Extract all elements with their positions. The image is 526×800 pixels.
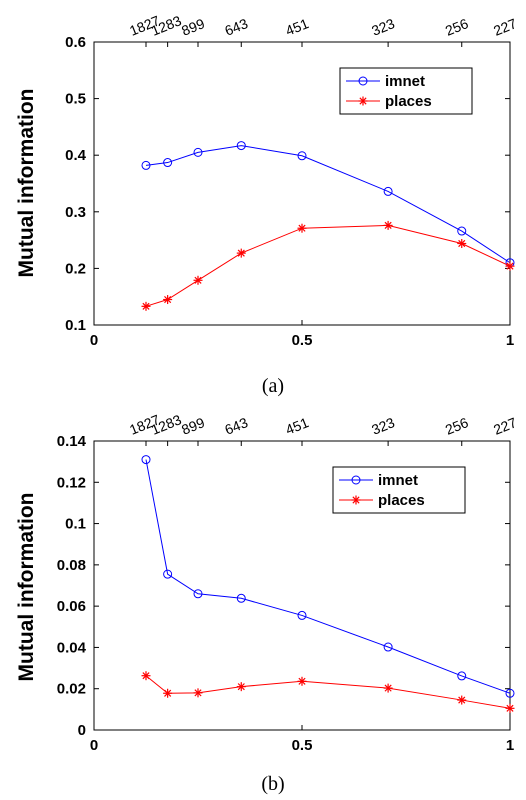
data-point [505, 261, 515, 271]
x-tick-label: 0 [90, 737, 98, 754]
x-tick-label: 0 [90, 332, 98, 349]
top-tick-label: 451 [283, 414, 311, 438]
data-point [505, 703, 515, 713]
data-point [163, 295, 173, 305]
data-point [236, 682, 246, 692]
figure-caption: (b) [261, 773, 284, 795]
y-tick-label: 0.04 [57, 639, 87, 656]
top-tick-label: 256 [443, 15, 471, 39]
x-tick-label: 1 [506, 332, 514, 349]
data-point [297, 610, 307, 620]
series-imnet [141, 141, 515, 268]
y-tick-label: 0.5 [65, 91, 86, 108]
legend-box [332, 466, 466, 514]
y-axis-label: Mutual information [15, 493, 38, 682]
data-point [163, 569, 173, 579]
data-point [351, 495, 361, 505]
data-point [193, 688, 203, 698]
data-point [236, 248, 246, 258]
data-point [457, 671, 467, 681]
legend-entry-label: imnet [385, 73, 425, 90]
top-tick-label: 227 [491, 15, 519, 39]
x-tick-label: 1 [506, 737, 514, 754]
data-point [457, 238, 467, 248]
series-places [141, 671, 515, 713]
x-tick-label: 0.5 [292, 737, 313, 754]
data-point [297, 676, 307, 686]
data-point [383, 220, 393, 230]
data-point [383, 683, 393, 693]
data-point [236, 593, 246, 603]
y-tick-label: 0.1 [65, 317, 86, 334]
y-tick-label: 0.08 [57, 557, 86, 574]
top-tick-label: 227 [491, 414, 519, 438]
data-point [457, 226, 467, 236]
data-point [163, 158, 173, 168]
data-point [193, 147, 203, 157]
legend: imnet places [332, 466, 466, 514]
y-axis-label: Mutual information [15, 89, 38, 278]
data-point [358, 96, 368, 106]
series-line [145, 675, 511, 709]
data-point [297, 151, 307, 161]
chart-b: 00.020.040.060.080.10.120.140 0.5 11827128… [15, 411, 519, 795]
y-tick-label: 0.1 [65, 516, 86, 533]
data-point [383, 642, 393, 652]
y-tick-label: 0.14 [57, 433, 87, 450]
data-point [141, 671, 151, 681]
data-point [351, 475, 361, 485]
y-tick-label: 0.3 [65, 204, 86, 221]
legend-entry-label: imnet [378, 472, 418, 489]
series-line [145, 224, 511, 307]
y-tick-label: 0.2 [65, 260, 86, 277]
top-tick-label: 256 [443, 414, 471, 438]
legend-entry-label: places [385, 93, 432, 110]
top-tick-label: 643 [222, 15, 250, 39]
data-point [297, 223, 307, 233]
series-line [145, 145, 511, 264]
y-tick-label: 0.02 [57, 681, 86, 698]
data-point [236, 141, 246, 151]
data-point [383, 186, 393, 196]
top-tick-label: 643 [222, 414, 250, 438]
x-tick-label: 0.5 [292, 332, 313, 349]
top-tick-label: 323 [369, 15, 397, 39]
y-tick-label: 0 [78, 722, 86, 739]
legend-box [339, 67, 473, 115]
y-tick-label: 0.12 [57, 474, 86, 491]
data-point [457, 695, 467, 705]
data-point [193, 275, 203, 285]
data-point [163, 688, 173, 698]
data-point [141, 160, 151, 170]
data-point [505, 688, 515, 698]
data-point [141, 455, 151, 465]
data-point [358, 76, 368, 86]
legend-entry-label: places [378, 492, 425, 509]
top-tick-label: 451 [283, 15, 311, 39]
top-tick-label: 323 [369, 414, 397, 438]
figure-caption: (a) [262, 375, 284, 397]
top-tick-label: 899 [179, 15, 207, 39]
y-tick-label: 0.4 [65, 147, 87, 164]
data-point [193, 589, 203, 599]
series-places [141, 220, 515, 311]
data-point [141, 301, 151, 311]
series-imnet [141, 455, 515, 698]
top-tick-label: 899 [179, 414, 207, 438]
y-tick-label: 0.6 [65, 34, 86, 51]
y-tick-label: 0.06 [57, 598, 86, 615]
series-line [145, 459, 511, 694]
legend: imnet places [339, 67, 473, 115]
